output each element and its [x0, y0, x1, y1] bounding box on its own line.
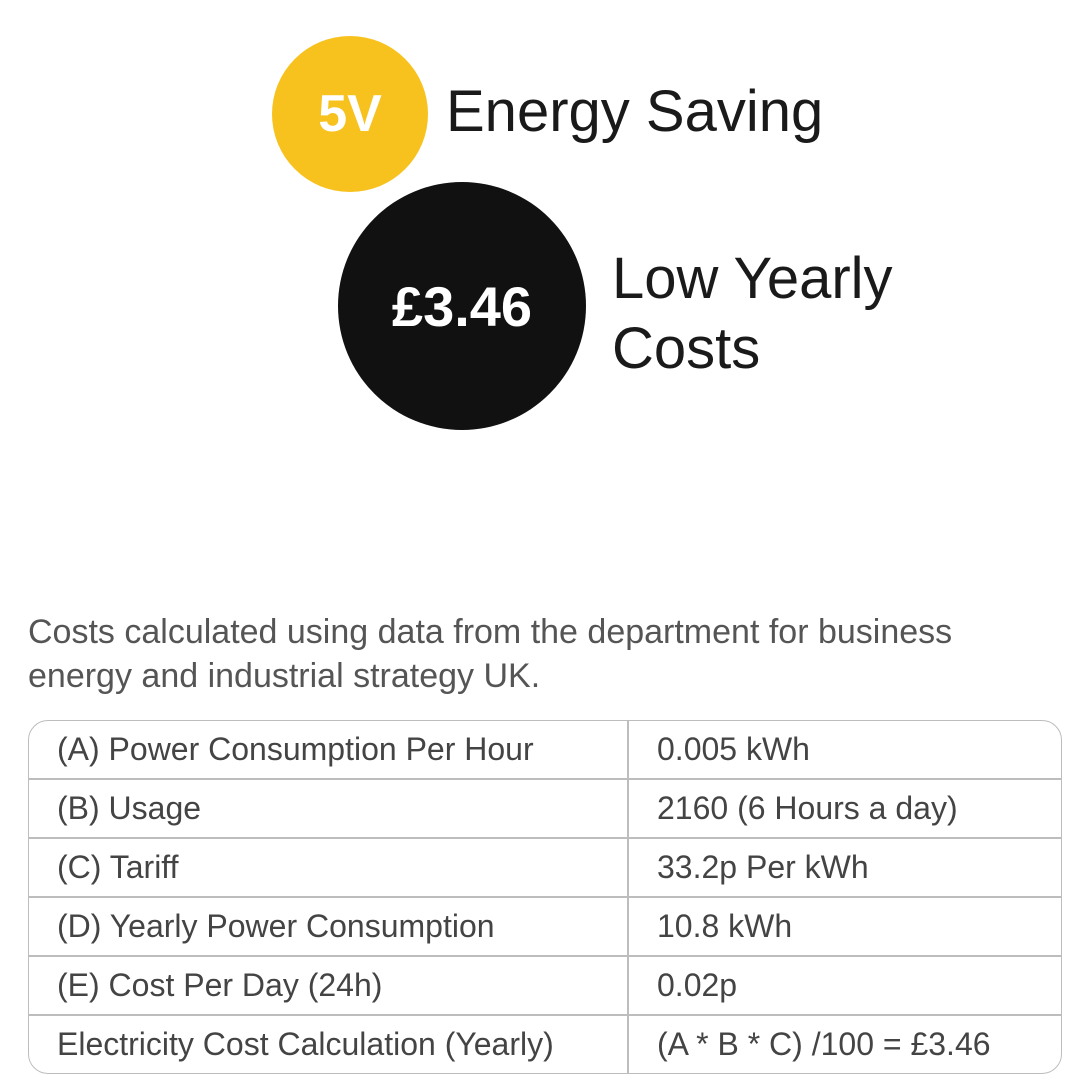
caption-text: Costs calculated using data from the dep…: [28, 610, 1062, 698]
table-cell-value: 0.005 kWh: [628, 720, 1062, 779]
table-cell-value: (A * B * C) /100 = £3.46: [628, 1015, 1062, 1074]
table-cell-label: Electricity Cost Calculation (Yearly): [28, 1015, 628, 1074]
voltage-badge: 5V: [272, 36, 428, 192]
voltage-label: Energy Saving: [446, 78, 823, 145]
hero-section: 5V Energy Saving £3.46 Low YearlyCosts: [0, 0, 1090, 470]
table-cell-value: 0.02p: [628, 956, 1062, 1015]
cost-label-line: Costs: [612, 314, 893, 384]
table-cell-value: 2160 (6 Hours a day): [628, 779, 1062, 838]
table-row: (D) Yearly Power Consumption10.8 kWh: [28, 897, 1062, 956]
cost-table: (A) Power Consumption Per Hour0.005 kWh(…: [28, 720, 1062, 1074]
table-cell-value: 10.8 kWh: [628, 897, 1062, 956]
cost-label-line: Low Yearly: [612, 244, 893, 314]
table-cell-value: 33.2p Per kWh: [628, 838, 1062, 897]
table-row: (E) Cost Per Day (24h)0.02p: [28, 956, 1062, 1015]
cost-badge-text: £3.46: [392, 274, 532, 339]
table-row: (C) Tariff33.2p Per kWh: [28, 838, 1062, 897]
voltage-badge-text: 5V: [318, 84, 382, 144]
table-row: Electricity Cost Calculation (Yearly)(A …: [28, 1015, 1062, 1074]
table-cell-label: (A) Power Consumption Per Hour: [28, 720, 628, 779]
table-row: (A) Power Consumption Per Hour0.005 kWh: [28, 720, 1062, 779]
cost-label: Low YearlyCosts: [612, 244, 893, 383]
table-row: (B) Usage2160 (6 Hours a day): [28, 779, 1062, 838]
cost-table-body: (A) Power Consumption Per Hour0.005 kWh(…: [28, 720, 1062, 1074]
table-cell-label: (B) Usage: [28, 779, 628, 838]
cost-badge: £3.46: [338, 182, 586, 430]
table-cell-label: (C) Tariff: [28, 838, 628, 897]
table-cell-label: (D) Yearly Power Consumption: [28, 897, 628, 956]
table-cell-label: (E) Cost Per Day (24h): [28, 956, 628, 1015]
